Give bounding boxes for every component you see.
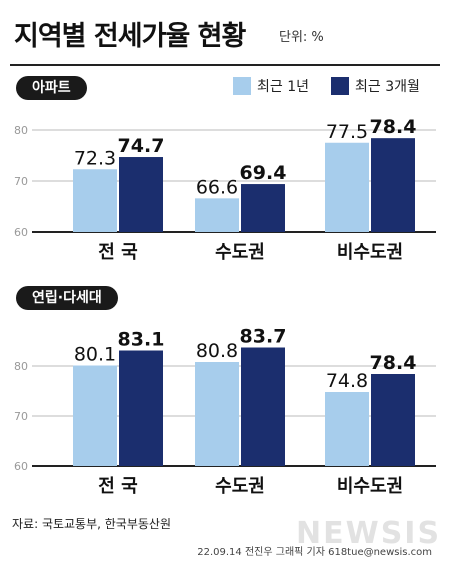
bar-recent-1y (325, 392, 369, 466)
y-tick-label: 60 (14, 460, 28, 473)
category-label: 전 국 (98, 476, 137, 497)
bar-recent-1y (195, 198, 239, 232)
category-label: 비수도권 (337, 242, 403, 263)
bar-recent-1y (325, 142, 369, 232)
data-label: 69.4 (240, 162, 287, 184)
y-tick-label: 80 (14, 360, 28, 373)
page-title: 지역별 전세가율 현황 (14, 21, 246, 52)
y-tick-label: 70 (14, 410, 28, 423)
legend-label-recent-3m: 최근 3개월 (355, 79, 420, 95)
legend-item-recent-1y: 최근 1년 (233, 76, 309, 96)
y-tick-label: 60 (14, 226, 28, 239)
title-divider (10, 64, 440, 66)
data-label: 66.6 (196, 176, 238, 198)
data-label: 74.7 (118, 135, 165, 157)
bar-recent-3m (241, 184, 285, 232)
legend-swatch-recent-1y (233, 77, 251, 95)
bar-recent-3m (371, 374, 415, 466)
bar-recent-3m (119, 350, 163, 466)
legend-label-recent-1y: 최근 1년 (257, 79, 309, 95)
watermark: NEWSIS (296, 516, 442, 551)
category-label: 수도권 (215, 242, 265, 263)
bar-recent-3m (241, 347, 285, 466)
unit-label: 단위: % (279, 30, 324, 45)
data-label: 83.1 (118, 329, 165, 351)
data-label: 74.8 (326, 370, 368, 392)
bar-recent-1y (73, 365, 117, 466)
bar-recent-3m (371, 138, 415, 232)
bar-recent-1y (195, 362, 239, 466)
legend-item-recent-3m: 최근 3개월 (331, 76, 420, 96)
category-label: 비수도권 (337, 476, 403, 497)
source-note: 자료: 국토교통부, 한국부동산원 (12, 517, 172, 531)
data-label: 78.4 (370, 116, 417, 138)
y-tick-label: 80 (14, 124, 28, 137)
data-label: 77.5 (326, 121, 368, 143)
credit-line: 22.09.14 전진우 그래픽 기자 618tue@newsis.com (197, 547, 432, 558)
apartment-bar-chart: 60 70 80 72.374.7 전 국 66.669.4 수도권 77.5 78.4 비수도권 (14, 116, 436, 263)
data-label: 80.8 (196, 340, 238, 362)
data-label: 83.7 (240, 326, 287, 348)
data-label: 80.1 (74, 344, 116, 366)
legend-swatch-recent-3m (331, 77, 349, 95)
villa-bar-chart: 60 70 80 80.183.1 전 국 80.883.7 수도권 74.878.4 비수도권 (14, 326, 436, 497)
category-label: 수도권 (215, 476, 265, 497)
data-label: 72.3 (74, 147, 116, 169)
y-tick-label: 70 (14, 175, 28, 188)
bar-recent-3m (119, 157, 163, 232)
data-label: 78.4 (370, 352, 417, 374)
category-label: 전 국 (98, 242, 137, 263)
villa-section-badge: 연립·다세대 (16, 286, 118, 310)
apartment-section-badge: 아파트 (16, 76, 87, 100)
bar-recent-1y (73, 169, 117, 232)
